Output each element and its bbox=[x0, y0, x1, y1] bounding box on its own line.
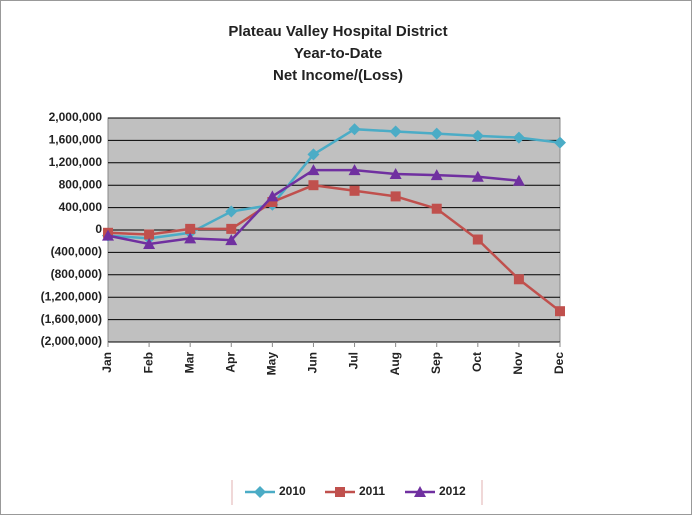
chart-title: Net Income/(Loss) bbox=[273, 67, 403, 84]
marker bbox=[431, 203, 442, 214]
marker bbox=[471, 170, 484, 182]
y-tick-label: 2,000,000 bbox=[49, 110, 103, 124]
x-tick-label: Dec bbox=[552, 352, 566, 374]
marker bbox=[185, 223, 196, 234]
x-tick-label: Mar bbox=[182, 352, 196, 374]
marker bbox=[307, 164, 320, 176]
marker bbox=[472, 234, 483, 245]
x-tick-label: Nov bbox=[511, 352, 525, 375]
x-tick-label: Jan bbox=[100, 352, 114, 373]
marker bbox=[513, 274, 524, 285]
y-tick-label: 1,200,000 bbox=[49, 155, 103, 169]
x-tick-label: Oct bbox=[470, 352, 484, 372]
y-tick-label: (800,000) bbox=[51, 267, 102, 281]
marker bbox=[512, 174, 525, 186]
marker bbox=[307, 148, 320, 161]
legend-label: 2011 bbox=[359, 484, 385, 498]
x-tick-label: Jul bbox=[347, 352, 361, 369]
x-tick-label: May bbox=[265, 352, 279, 376]
marker bbox=[555, 306, 565, 317]
y-tick-label: (2,000,000) bbox=[41, 334, 102, 348]
y-tick-label: 400,000 bbox=[59, 200, 103, 214]
chart-title: Plateau Valley Hospital District bbox=[228, 23, 447, 40]
marker bbox=[144, 229, 155, 240]
marker bbox=[348, 164, 361, 176]
chart-title: Year-to-Date bbox=[294, 45, 382, 62]
marker bbox=[335, 487, 345, 497]
marker bbox=[430, 127, 443, 140]
marker bbox=[143, 238, 156, 249]
x-tick-label: Feb bbox=[141, 352, 155, 373]
marker bbox=[348, 123, 361, 136]
marker bbox=[430, 169, 443, 181]
marker bbox=[225, 205, 238, 218]
marker bbox=[414, 486, 426, 497]
marker bbox=[308, 180, 319, 191]
series-line bbox=[107, 127, 561, 240]
x-tick-label: Sep bbox=[429, 352, 443, 374]
legend-label: 2012 bbox=[439, 484, 466, 498]
marker bbox=[267, 197, 278, 207]
x-tick-label: Jun bbox=[306, 352, 320, 373]
marker bbox=[512, 131, 525, 144]
marker bbox=[184, 232, 197, 244]
x-tick-label: Apr bbox=[223, 352, 237, 373]
marker bbox=[554, 136, 566, 149]
marker bbox=[349, 185, 360, 196]
marker bbox=[254, 486, 266, 498]
y-tick-label: (400,000) bbox=[51, 245, 102, 259]
marker bbox=[471, 129, 484, 142]
legend-label: 2010 bbox=[279, 484, 306, 498]
y-tick-label: (1,600,000) bbox=[41, 312, 102, 326]
y-tick-label: 800,000 bbox=[59, 177, 103, 191]
series-line bbox=[107, 183, 561, 313]
marker bbox=[225, 234, 238, 246]
marker bbox=[389, 125, 402, 138]
y-tick-label: 0 bbox=[95, 222, 102, 236]
x-tick-label: Aug bbox=[388, 352, 402, 375]
marker bbox=[266, 190, 279, 202]
marker bbox=[390, 191, 401, 202]
y-tick-label: (1,200,000) bbox=[41, 289, 102, 303]
marker bbox=[102, 229, 114, 241]
marker bbox=[389, 168, 402, 179]
y-tick-label: 1,600,000 bbox=[49, 133, 103, 147]
marker bbox=[226, 223, 237, 234]
